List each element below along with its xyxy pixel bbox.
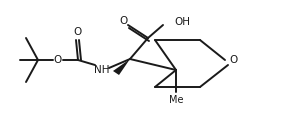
Text: O: O: [119, 16, 127, 26]
Text: OH: OH: [174, 17, 190, 27]
Text: O: O: [229, 55, 237, 65]
Polygon shape: [113, 59, 130, 75]
Text: NH: NH: [94, 65, 110, 75]
Text: O: O: [54, 55, 62, 65]
Text: Me: Me: [169, 95, 183, 105]
Text: O: O: [73, 27, 81, 37]
